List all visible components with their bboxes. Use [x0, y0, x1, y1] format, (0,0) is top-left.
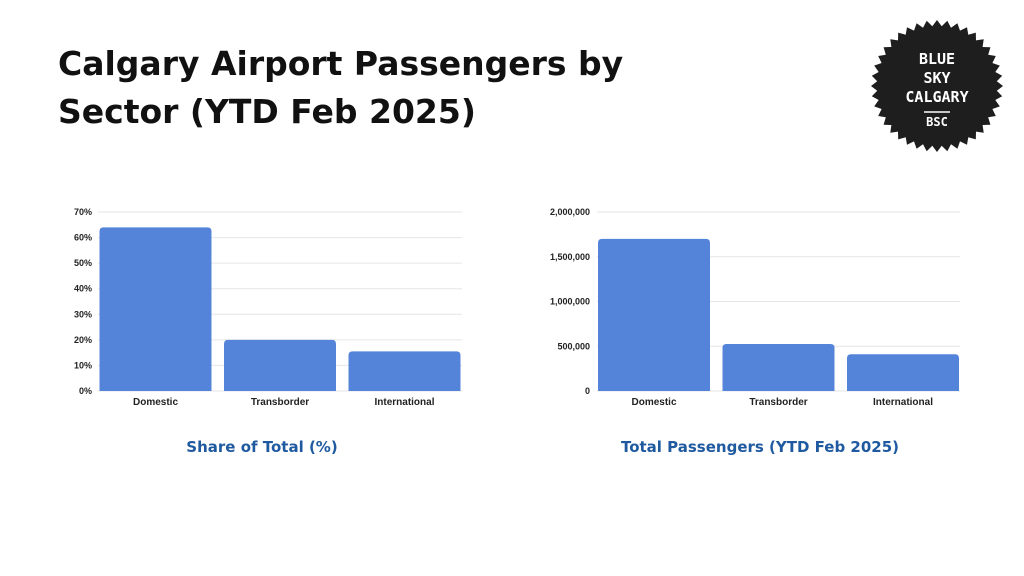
- passengers-x-tick-label: International: [873, 397, 933, 408]
- passengers-x-tick-label: Transborder: [749, 397, 807, 408]
- share-y-tick-label: 60%: [74, 233, 92, 243]
- share-x-tick-label: International: [374, 397, 434, 408]
- share-y-tick-label: 10%: [74, 360, 92, 370]
- share-x-tick-label: Domestic: [133, 397, 178, 408]
- passengers-bar-domestic: [598, 238, 710, 391]
- blue-sky-calgary-badge: BLUE SKY CALGARY BSC: [871, 20, 1003, 152]
- total-passengers-chart: 0 500,000 1,000,000 1,500,000 2,000,000 Domes…: [550, 207, 960, 408]
- page-title: Calgary Airport Passengers by Sector (YT…: [58, 44, 624, 131]
- passengers-bar-international: [847, 354, 959, 391]
- badge-abbr: BSC: [926, 115, 948, 129]
- share-bar-international: [348, 351, 461, 391]
- badge-line-1: BLUE: [919, 50, 955, 68]
- badge-line-3: CALGARY: [905, 88, 968, 106]
- share-y-tick-label: 50%: [74, 258, 92, 268]
- share-y-tick-label: 30%: [74, 309, 92, 319]
- passengers-y-tick-label: 0: [585, 386, 590, 396]
- share-x-tick-label: Transborder: [251, 397, 309, 408]
- passengers-y-tick-label: 500,000: [557, 341, 590, 351]
- share-bar-transborder: [224, 339, 336, 391]
- passengers-bar-transborder: [722, 344, 835, 391]
- passengers-y-tick-label: 1,000,000: [550, 297, 590, 307]
- chart-title-passengers: Total Passengers (YTD Feb 2025): [620, 438, 900, 456]
- share-y-tick-label: 20%: [74, 335, 92, 345]
- share-bar-domestic: [99, 227, 212, 391]
- share-y-tick-label: 40%: [74, 284, 92, 294]
- passengers-y-tick-label: 1,500,000: [550, 252, 590, 262]
- badge-line-2: SKY: [923, 69, 950, 87]
- badge-seal-shape: [871, 20, 1003, 152]
- share-y-tick-label: 70%: [74, 207, 92, 217]
- share-y-tick-label: 0%: [79, 386, 92, 396]
- share-of-total-chart: 0% 10% 20% 30% 40% 50% 60% 70% Domestic Transbord…: [74, 207, 462, 408]
- chart-title-share: Share of Total (%): [186, 438, 338, 456]
- passengers-y-tick-label: 2,000,000: [550, 207, 590, 217]
- passengers-x-tick-label: Domestic: [631, 397, 676, 408]
